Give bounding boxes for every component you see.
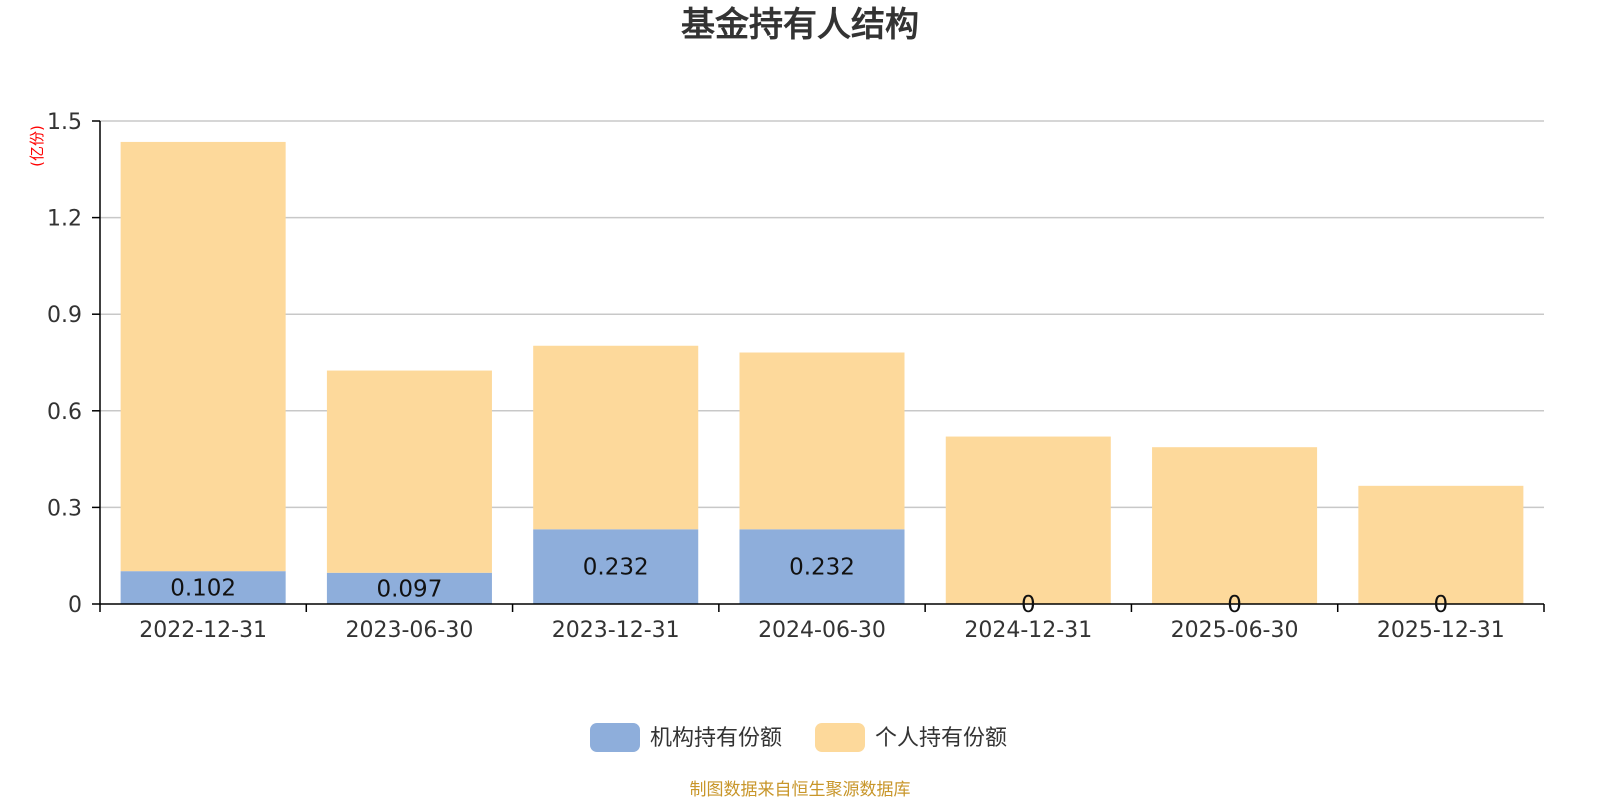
source-note: 制图数据来自恒生聚源数据库 <box>690 780 911 800</box>
y-tick-label: 1.2 <box>47 207 82 232</box>
institutional-bar-2022-12-31 <box>120 571 286 604</box>
legend[interactable]: 机构持有份额 个人持有份额 <box>590 723 1007 752</box>
y-tick-label: 0.6 <box>47 400 82 425</box>
bars <box>120 141 1524 604</box>
institutional-bar-2023-06-30 <box>326 572 492 604</box>
x-tick-label: 2023-12-31 <box>552 618 680 643</box>
x-tick-label: 2022-12-31 <box>139 618 267 643</box>
data-label-institutional: 0 <box>1434 592 1449 618</box>
x-tick-label: 2025-12-31 <box>1377 618 1505 643</box>
data-label-institutional: 0 <box>1227 592 1242 618</box>
data-label-institutional: 0.232 <box>583 555 649 581</box>
y-tick-label: 1.5 <box>47 110 82 135</box>
data-label-institutional: 0.232 <box>789 555 855 581</box>
individual-bar-2025-06-30 <box>1152 447 1318 604</box>
individual-bar-2024-06-30 <box>739 352 905 530</box>
legend-label: 个人持有份额 <box>875 726 1007 751</box>
data-label-institutional: 0.097 <box>376 576 442 602</box>
legend-item-individual[interactable]: 个人持有份额 <box>815 723 1007 752</box>
data-label-institutional: 0 <box>1021 592 1036 618</box>
legend-label: 机构持有份额 <box>650 726 782 751</box>
legend-swatch <box>815 723 865 752</box>
legend-item-institutional[interactable]: 机构持有份额 <box>590 723 782 752</box>
legend-swatch <box>590 723 640 752</box>
axes: 0 0.3 0.6 0.9 1.2 1.5 2022-12-31 2023-06-30 2023… <box>47 110 1545 643</box>
x-tick-label: 2024-06-30 <box>758 618 886 643</box>
individual-bar-2023-06-30 <box>326 370 492 573</box>
y-tick-label: 0 <box>68 593 82 618</box>
individual-bar-2024-12-31 <box>945 436 1111 604</box>
x-tick-label: 2024-12-31 <box>964 618 1092 643</box>
individual-bar-2023-12-31 <box>533 345 699 530</box>
x-tick-label: 2025-06-30 <box>1171 618 1299 643</box>
individual-bar-2025-12-31 <box>1358 485 1524 604</box>
individual-bar-2022-12-31 <box>120 141 286 572</box>
data-labels: 0.102 0.097 0.232 0.232 0 0 0 <box>170 555 1448 618</box>
y-axis-unit-label: (亿份) <box>28 125 46 167</box>
chart-title: 基金持有人结构 <box>681 5 919 45</box>
y-tick-label: 0.3 <box>47 496 82 521</box>
institutional-bar-2023-12-31 <box>533 529 699 604</box>
institutional-bar-2024-06-30 <box>739 529 905 604</box>
y-tick-label: 0.9 <box>47 303 82 328</box>
x-tick-label: 2023-06-30 <box>345 618 473 643</box>
data-label-institutional: 0.102 <box>170 576 236 602</box>
